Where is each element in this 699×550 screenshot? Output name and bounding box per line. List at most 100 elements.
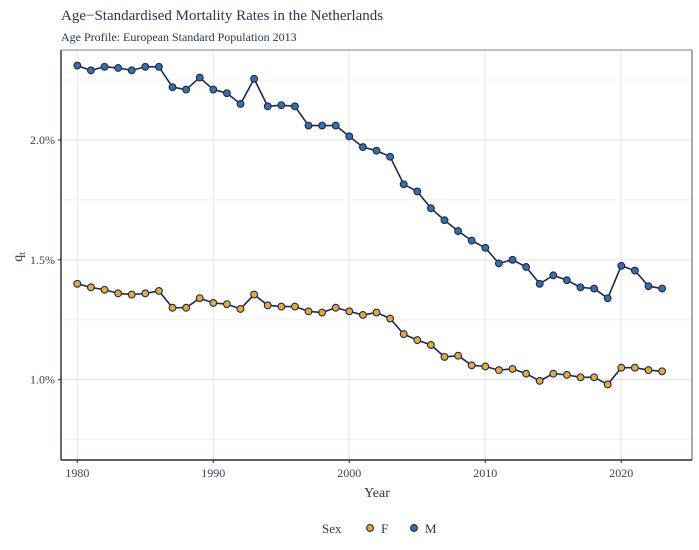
- data-point-M: [127, 66, 136, 75]
- data-point-F: [630, 363, 639, 372]
- data-point-M: [263, 102, 272, 111]
- y-axis-title-main: q: [11, 255, 26, 262]
- data-point-M: [426, 204, 435, 213]
- data-point-M: [494, 259, 503, 268]
- data-point-F: [277, 302, 286, 311]
- y-axis-title: qt: [11, 252, 27, 262]
- data-point-M: [331, 121, 340, 130]
- svg-text:qt: qt: [11, 252, 27, 262]
- data-point-F: [222, 300, 231, 309]
- data-point-F: [562, 370, 571, 379]
- data-point-M: [630, 266, 639, 275]
- x-tick-label: 1990: [201, 466, 225, 480]
- data-point-F: [576, 373, 585, 382]
- data-point-F: [154, 287, 163, 295]
- data-point-F: [440, 352, 449, 361]
- data-point-M: [195, 73, 204, 82]
- data-point-M: [467, 236, 476, 245]
- y-tick-label: 2.0%: [30, 133, 55, 147]
- data-point-F: [86, 283, 95, 292]
- chart-subtitle: Age Profile: European Standard Populatio…: [61, 30, 297, 44]
- data-point-F: [331, 303, 340, 312]
- data-point-M: [154, 62, 163, 71]
- series-points: [73, 61, 667, 389]
- legend-label-F: F: [381, 521, 388, 536]
- data-point-M: [182, 85, 191, 94]
- data-point-M: [603, 294, 612, 303]
- data-point-F: [413, 336, 422, 345]
- data-point-M: [358, 143, 367, 152]
- axes: 1.0% 1.5% 2.0% 1980 1990 2000 2010 2020: [30, 50, 692, 480]
- data-point-F: [658, 367, 667, 376]
- data-point-M: [576, 283, 585, 292]
- data-point-M: [86, 66, 95, 75]
- x-tick-label: 2020: [609, 466, 633, 480]
- data-point-F: [127, 290, 136, 299]
- series-lines: [77, 64, 663, 386]
- data-point-F: [386, 314, 395, 323]
- data-point-F: [263, 301, 272, 310]
- data-point-M: [345, 132, 354, 141]
- data-point-F: [195, 294, 204, 303]
- y-axis-title-subscript: t: [17, 252, 27, 255]
- x-tick-label: 2000: [337, 466, 361, 480]
- x-axis-title: Year: [364, 486, 390, 501]
- data-point-M: [100, 62, 109, 71]
- data-point-F: [318, 308, 327, 317]
- data-point-F: [617, 363, 626, 372]
- data-point-F: [508, 364, 517, 373]
- data-point-F: [358, 310, 367, 319]
- data-point-F: [535, 376, 544, 385]
- data-point-M: [617, 261, 626, 270]
- y-tick-label: 1.0%: [30, 373, 55, 387]
- data-point-F: [209, 299, 218, 307]
- data-point-M: [386, 152, 395, 161]
- data-point-M: [522, 263, 531, 271]
- data-point-M: [413, 187, 422, 196]
- data-point-M: [644, 282, 653, 291]
- data-point-M: [372, 146, 381, 155]
- legend-key-M: [410, 524, 418, 532]
- data-point-F: [168, 303, 177, 312]
- data-point-F: [100, 285, 109, 294]
- data-point-M: [318, 121, 327, 130]
- data-point-F: [481, 362, 490, 371]
- data-point-M: [209, 85, 218, 94]
- data-point-F: [590, 373, 599, 382]
- data-point-F: [114, 289, 123, 298]
- data-point-M: [481, 243, 490, 252]
- data-point-F: [290, 302, 299, 311]
- data-point-M: [304, 121, 313, 130]
- data-point-M: [290, 102, 299, 111]
- legend-title: Sex: [322, 521, 342, 536]
- data-point-F: [304, 307, 313, 316]
- data-point-M: [114, 64, 123, 72]
- gridlines: [61, 50, 692, 460]
- legend: Sex F M: [322, 521, 437, 536]
- data-point-F: [426, 340, 435, 349]
- data-point-F: [549, 369, 558, 378]
- data-point-F: [603, 380, 612, 389]
- data-point-M: [236, 99, 245, 108]
- data-point-M: [562, 276, 571, 285]
- y-tick-label: 1.5%: [30, 253, 55, 267]
- data-point-M: [168, 83, 177, 92]
- series-line-M: [77, 64, 663, 299]
- x-tick-label: 1980: [65, 466, 89, 480]
- data-point-F: [182, 303, 191, 312]
- data-point-F: [250, 290, 259, 299]
- panel-border: [61, 49, 693, 460]
- data-point-F: [372, 308, 381, 317]
- data-point-M: [73, 61, 82, 70]
- data-point-M: [549, 271, 558, 280]
- series-line-F: [77, 282, 663, 386]
- data-point-F: [73, 279, 82, 288]
- data-point-F: [399, 330, 408, 339]
- data-point-M: [141, 62, 150, 71]
- data-point-M: [440, 216, 449, 225]
- data-point-F: [494, 366, 503, 375]
- data-point-M: [222, 89, 231, 98]
- legend-label-M: M: [425, 521, 437, 536]
- data-point-F: [141, 289, 150, 298]
